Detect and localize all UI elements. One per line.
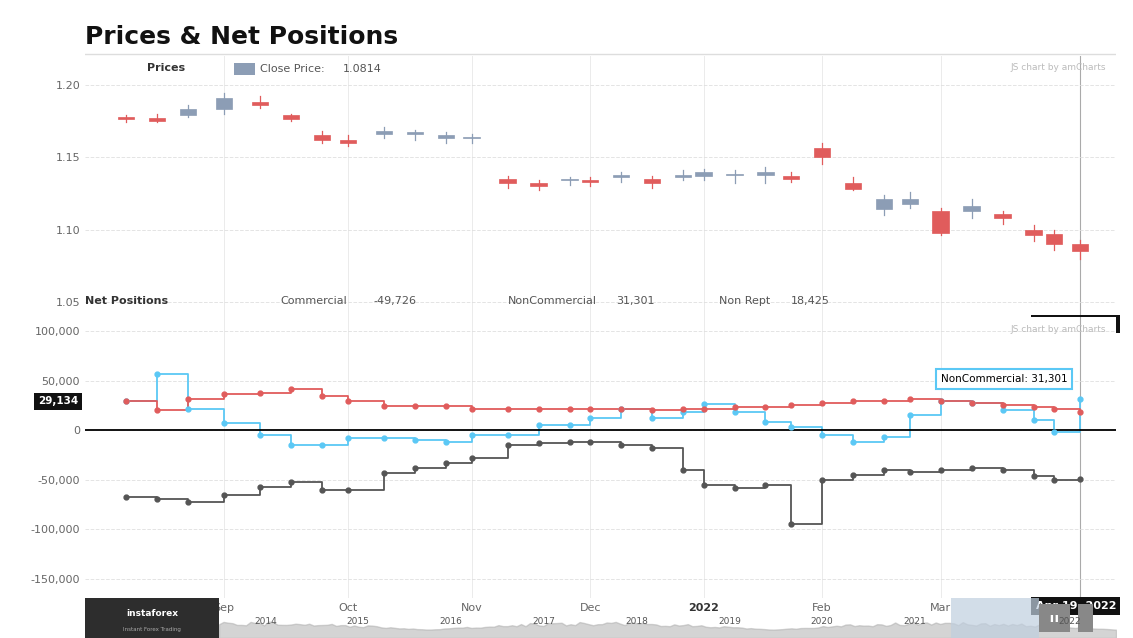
Bar: [644, 179, 661, 183]
Text: 2016: 2016: [440, 617, 462, 626]
Text: Prices & Net Positions: Prices & Net Positions: [85, 25, 398, 48]
Text: 2015: 2015: [347, 617, 369, 626]
Text: NonCommercial: NonCommercial: [508, 296, 597, 306]
Text: 2018: 2018: [625, 617, 648, 626]
Text: Net Positions: Net Positions: [85, 296, 168, 306]
Text: 2017: 2017: [533, 617, 555, 626]
Bar: [951, 598, 1039, 638]
Bar: [876, 199, 893, 209]
Bar: [85, 598, 219, 638]
Text: 29,134: 29,134: [37, 396, 78, 406]
Bar: [582, 181, 598, 182]
Bar: [314, 135, 331, 140]
Bar: [148, 118, 165, 121]
Bar: [995, 214, 1011, 218]
Text: JS chart by amCharts: JS chart by amCharts: [1011, 325, 1106, 334]
Text: Apr 19, 2022: Apr 19, 2022: [1036, 601, 1116, 611]
Bar: [252, 102, 269, 105]
Bar: [463, 137, 480, 138]
Bar: [932, 211, 949, 232]
Text: 2022: 2022: [1058, 617, 1081, 626]
Text: 31,301: 31,301: [616, 296, 655, 306]
Text: Apr 19, 2022: Apr 19, 2022: [1036, 319, 1116, 329]
Bar: [845, 183, 861, 189]
Bar: [530, 183, 547, 186]
Bar: [963, 207, 980, 211]
Text: 2019: 2019: [718, 617, 741, 626]
Bar: [726, 174, 743, 175]
Bar: [216, 98, 232, 109]
Bar: [561, 179, 578, 181]
Bar: [340, 140, 356, 143]
Text: 2014: 2014: [254, 617, 276, 626]
Bar: [696, 172, 712, 176]
Bar: [902, 199, 918, 204]
Bar: [376, 131, 392, 134]
Text: Prices: Prices: [147, 64, 185, 73]
Text: 2021: 2021: [904, 617, 927, 626]
Text: ❚❚: ❚❚: [1048, 614, 1060, 621]
Text: Close Price:: Close Price:: [261, 64, 325, 74]
Text: 1.0814: 1.0814: [342, 64, 382, 74]
Bar: [180, 109, 196, 115]
Text: Instant Forex Trading: Instant Forex Trading: [123, 627, 181, 632]
Bar: [1039, 604, 1070, 632]
Text: Commercial: Commercial: [281, 296, 348, 306]
Text: 18,425: 18,425: [791, 296, 830, 306]
Bar: [118, 117, 135, 119]
Bar: [1077, 604, 1093, 632]
Bar: [1072, 244, 1088, 251]
Bar: [283, 115, 299, 119]
Bar: [1046, 234, 1063, 244]
Bar: [437, 135, 454, 138]
Bar: [500, 179, 516, 183]
Bar: [235, 64, 255, 75]
Text: -49,726: -49,726: [374, 296, 417, 306]
Text: instaforex: instaforex: [126, 609, 178, 618]
Bar: [407, 133, 423, 134]
Bar: [675, 175, 691, 177]
Text: 2020: 2020: [811, 617, 834, 626]
Text: Non Rept: Non Rept: [719, 296, 770, 306]
Bar: [1025, 230, 1041, 235]
Bar: [757, 172, 774, 175]
Text: JS chart by amCharts: JS chart by amCharts: [1011, 64, 1106, 73]
Text: NonCommercial: 31,301: NonCommercial: 31,301: [940, 374, 1067, 384]
Bar: [783, 176, 800, 179]
Bar: [813, 149, 830, 157]
Bar: [613, 175, 629, 177]
